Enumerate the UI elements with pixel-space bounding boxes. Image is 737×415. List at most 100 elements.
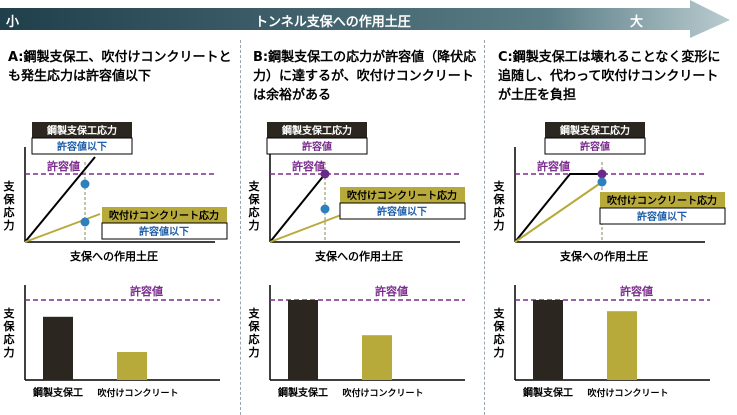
y-axis-label-char: 支 (3, 179, 16, 193)
bar-shotcrete (117, 352, 147, 380)
bar-category-label: 吹付けコンクリート (97, 387, 178, 399)
x-axis-label: 支保への作用土圧 (559, 249, 648, 263)
allowable-label: 許容値 (292, 159, 325, 173)
bar-category-label: 吹付けコンクリート (342, 387, 423, 399)
bar-allowable-label: 許容値 (375, 284, 408, 298)
shotcrete-box-status: 許容値以下 (637, 210, 687, 223)
bar-allowable-label: 許容値 (620, 284, 653, 298)
shotcrete-stress-dot (597, 177, 607, 187)
steel-curve (514, 173, 602, 243)
case-description: A:鋼製支保工、吹付けコンクリートとも発生応力は許容値以下 (8, 50, 232, 84)
bar-y-label-char: 支 (493, 306, 506, 320)
steel-box-status: 許容値 (302, 140, 332, 153)
bar-category-label: 鋼製支保工 (522, 386, 573, 399)
bar-shotcrete (607, 311, 637, 380)
y-axis-label-char: 応 (249, 205, 260, 219)
panel-divider (484, 40, 485, 415)
steel-box-body (544, 137, 646, 155)
shotcrete-box-header (340, 187, 465, 203)
case-panel-c: C:鋼製支保工は壊れることなく変形に追随し、代わって吹付けコンクリートが土圧を負… (490, 42, 735, 415)
y-axis-label-char: 応 (4, 205, 15, 219)
steel-stress-dot (80, 179, 90, 189)
shotcrete-box-title: 吹付けコンクリート応力 (607, 194, 717, 207)
arrow-title: トンネル支保への作用土圧 (255, 15, 411, 30)
bar-y-label-char: 保 (3, 319, 16, 333)
bar-steel (288, 300, 318, 380)
steel-curve (24, 156, 96, 243)
x-axis-label: 支保への作用土圧 (69, 249, 158, 263)
shotcrete-box-status: 許容値以下 (139, 225, 189, 238)
bar-steel (533, 300, 563, 380)
shotcrete-box-body (339, 202, 466, 220)
shotcrete-stress-dot (80, 217, 90, 227)
steel-box-title: 鋼製支保工応力 (559, 124, 630, 137)
bar-y-label-char: 力 (494, 345, 505, 359)
steel-box-status: 許容値 (580, 140, 610, 153)
case-description: B:鋼製支保工の応力が許容値（降伏応力）に達するが、吹付けコンクリートは余裕があ… (253, 50, 477, 103)
steel-box-title: 鋼製支保工応力 (281, 124, 352, 137)
panel-diagram: 許容値支保応力支保への作用土圧鋼製支保工応力許容値吹付けコンクリート応力許容値以… (493, 122, 726, 399)
steel-curve (269, 173, 326, 243)
panel-divider (240, 40, 241, 415)
case-panel-b: B:鋼製支保工の応力が許容値（降伏応力）に達するが、吹付けコンクリートは余裕があ… (245, 42, 490, 415)
y-axis-label-char: 力 (494, 218, 505, 232)
bar-y-label-char: 支 (3, 306, 16, 320)
bar-category-label: 鋼製支保工 (277, 386, 328, 399)
shotcrete-box-body (101, 222, 228, 240)
bar-y-label-char: 力 (4, 345, 15, 359)
steel-box-body (31, 137, 133, 155)
steel-stress-dot (597, 169, 607, 179)
bar-y-label-char: 応 (249, 332, 260, 346)
shotcrete-box-status: 許容値以下 (377, 205, 427, 218)
y-axis-label-char: 保 (248, 192, 261, 206)
shotcrete-curve (514, 181, 603, 243)
bar-y-label-char: 応 (494, 332, 505, 346)
y-axis-label-char: 支 (493, 179, 506, 193)
bar-y-label-char: 保 (493, 319, 506, 333)
y-axis-label-char: 力 (4, 218, 15, 232)
shotcrete-box-header (102, 207, 227, 223)
bar-shotcrete (362, 335, 392, 380)
steel-box-body (266, 137, 368, 155)
bar-y-label-char: 支 (248, 306, 261, 320)
bar-category-label: 鋼製支保工 (32, 386, 83, 399)
bar-y-label-char: 応 (4, 332, 15, 346)
bar-y-label-char: 保 (248, 319, 261, 333)
panel-diagram: 許容値支保応力支保への作用土圧鋼製支保工応力許容値吹付けコンクリート応力許容値以… (248, 122, 466, 399)
arrow-shape (0, 0, 730, 38)
panel-diagram: 許容値支保応力支保への作用土圧鋼製支保工応力許容値以下吹付けコンクリート応力許容… (3, 122, 228, 399)
allowable-label: 許容値 (47, 159, 80, 173)
case-description: C:鋼製支保工は壊れることなく変形に追随し、代わって吹付けコンクリートが土圧を負… (498, 50, 721, 103)
allowable-label: 許容値 (537, 159, 570, 173)
y-axis-label-char: 力 (249, 218, 260, 232)
bar-steel (43, 316, 73, 380)
steel-box-title: 鋼製支保工応力 (46, 124, 117, 137)
arrow-large-label: 大 (630, 15, 644, 30)
shotcrete-box-title: 吹付けコンクリート応力 (347, 189, 457, 202)
shotcrete-box-header (600, 192, 725, 208)
steel-box-header (545, 122, 645, 138)
y-axis-label-char: 応 (494, 205, 505, 219)
y-axis-label-char: 保 (493, 192, 506, 206)
x-axis-label: 支保への作用土圧 (314, 249, 403, 263)
bar-category-label: 吹付けコンクリート (587, 387, 668, 399)
bar-allowable-label: 許容値 (130, 284, 163, 298)
shotcrete-stress-dot (320, 204, 330, 214)
shotcrete-box-title: 吹付けコンクリート応力 (109, 209, 219, 222)
shotcrete-box-body (599, 207, 726, 225)
steel-stress-dot (320, 169, 330, 179)
steel-box-header (267, 122, 367, 138)
bar-y-label-char: 力 (249, 345, 260, 359)
steel-box-status: 許容値以下 (57, 140, 107, 153)
case-panel-a: A:鋼製支保工、吹付けコンクリートとも発生応力は許容値以下 許容値支保応力支保へ… (0, 42, 245, 415)
y-axis-label-char: 保 (3, 192, 16, 206)
steel-box-header (32, 122, 132, 138)
y-axis-label-char: 支 (248, 179, 261, 193)
pressure-arrow: 小 トンネル支保への作用土圧 大 (0, 0, 737, 40)
